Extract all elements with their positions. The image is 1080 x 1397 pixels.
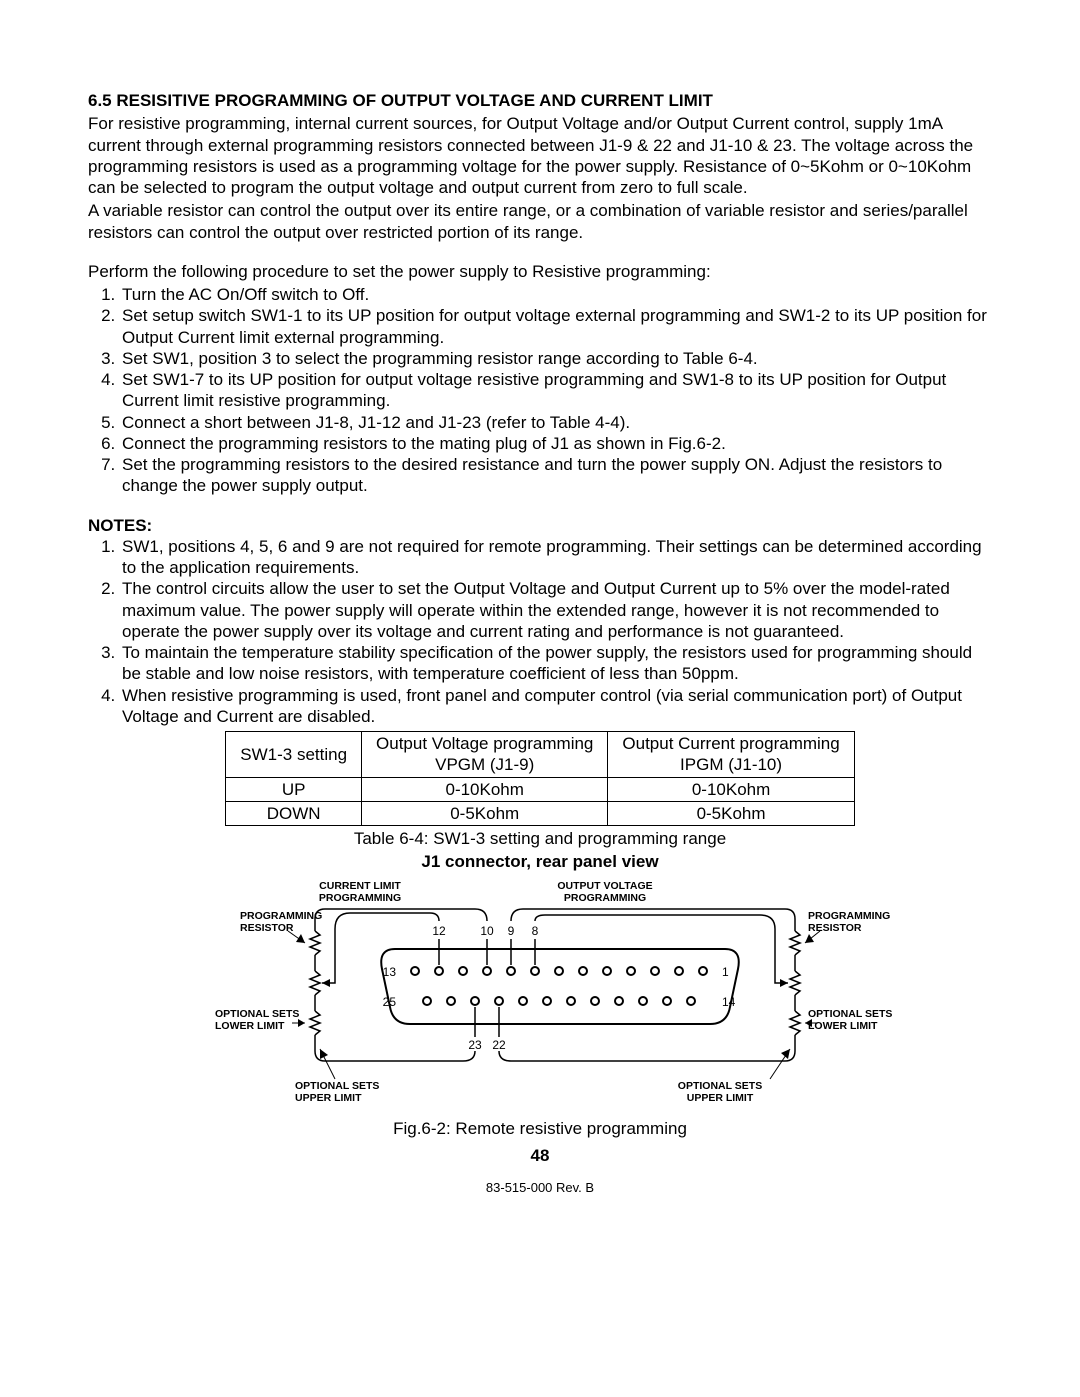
svg-text:UPPER LIMIT: UPPER LIMIT xyxy=(687,1092,754,1104)
table-cell: UP xyxy=(226,777,362,801)
table-cell: DOWN xyxy=(226,801,362,825)
notes-heading: NOTES: xyxy=(88,515,992,536)
svg-text:OPTIONAL SETS: OPTIONAL SETS xyxy=(808,1008,892,1020)
table-cell: 0-10Kohm xyxy=(362,777,608,801)
page-number: 48 xyxy=(88,1145,992,1166)
svg-text:OUTPUT VOLTAGE: OUTPUT VOLTAGE xyxy=(557,880,652,892)
table-header-cell: Output Current programmingIPGM (J1-10) xyxy=(608,732,854,778)
svg-text:PROGRAMMING: PROGRAMMING xyxy=(808,910,890,922)
svg-text:25: 25 xyxy=(383,995,397,1009)
svg-text:LOWER LIMIT: LOWER LIMIT xyxy=(808,1020,878,1032)
table-row: UP 0-10Kohm 0-10Kohm xyxy=(226,777,854,801)
figure-caption: Fig.6-2: Remote resistive programming xyxy=(88,1118,992,1139)
svg-text:13: 13 xyxy=(383,965,397,979)
svg-text:8: 8 xyxy=(532,924,539,938)
svg-text:14: 14 xyxy=(722,995,736,1009)
table-row: SW1-3 setting Output Voltage programming… xyxy=(226,732,854,778)
svg-text:LOWER LIMIT: LOWER LIMIT xyxy=(215,1020,285,1032)
notes-list: SW1, positions 4, 5, 6 and 9 are not req… xyxy=(88,536,992,727)
svg-text:UPPER LIMIT: UPPER LIMIT xyxy=(295,1092,362,1104)
svg-text:CURRENT LIMIT: CURRENT LIMIT xyxy=(319,880,401,892)
svg-text:12: 12 xyxy=(432,924,446,938)
step-item: Connect the programming resistors to the… xyxy=(120,433,992,454)
section-title: 6.5 RESISITIVE PROGRAMMING OF OUTPUT VOL… xyxy=(88,90,992,111)
svg-text:1: 1 xyxy=(722,965,729,979)
table-header-cell: SW1-3 setting xyxy=(226,732,362,778)
table-row: DOWN 0-5Kohm 0-5Kohm xyxy=(226,801,854,825)
step-item: Set SW1-7 to its UP position for output … xyxy=(120,369,992,412)
svg-text:OPTIONAL SETS: OPTIONAL SETS xyxy=(678,1080,762,1092)
svg-text:RESISTOR: RESISTOR xyxy=(240,922,294,934)
table-header-cell: Output Voltage programmingVPGM (J1-9) xyxy=(362,732,608,778)
note-item: SW1, positions 4, 5, 6 and 9 are not req… xyxy=(120,536,992,579)
table-cell: 0-5Kohm xyxy=(362,801,608,825)
step-item: Set the programming resistors to the des… xyxy=(120,454,992,497)
intro-paragraph-2: A variable resistor can control the outp… xyxy=(88,200,992,243)
procedure-list: Turn the AC On/Off switch to Off. Set se… xyxy=(88,284,992,497)
svg-text:9: 9 xyxy=(508,924,515,938)
svg-text:10: 10 xyxy=(480,924,494,938)
procedure-lead: Perform the following procedure to set t… xyxy=(88,261,992,282)
table-cell: 0-5Kohm xyxy=(608,801,854,825)
table-caption: Table 6-4: SW1-3 setting and programming… xyxy=(88,828,992,849)
svg-text:OPTIONAL SETS: OPTIONAL SETS xyxy=(295,1080,379,1092)
svg-text:23: 23 xyxy=(468,1038,482,1052)
figure-title: J1 connector, rear panel view xyxy=(88,851,992,872)
sw1-3-table: SW1-3 setting Output Voltage programming… xyxy=(225,731,854,826)
svg-text:PROGRAMMING: PROGRAMMING xyxy=(564,892,646,904)
svg-text:RESISTOR: RESISTOR xyxy=(808,922,862,934)
step-item: Connect a short between J1-8, J1-12 and … xyxy=(120,412,992,433)
table-cell: 0-10Kohm xyxy=(608,777,854,801)
svg-text:22: 22 xyxy=(492,1038,506,1052)
note-item: To maintain the temperature stability sp… xyxy=(120,642,992,685)
connector-diagram: 13 1 25 14 12 10 9 8 23 22 xyxy=(88,879,992,1114)
step-item: Turn the AC On/Off switch to Off. xyxy=(120,284,992,305)
svg-text:OPTIONAL SETS: OPTIONAL SETS xyxy=(215,1008,299,1020)
step-item: Set setup switch SW1-1 to its UP positio… xyxy=(120,305,992,348)
step-item: Set SW1, position 3 to select the progra… xyxy=(120,348,992,369)
intro-paragraph-1: For resistive programming, internal curr… xyxy=(88,113,992,198)
svg-text:PROGRAMMING: PROGRAMMING xyxy=(240,910,322,922)
note-item: When resistive programming is used, fron… xyxy=(120,685,992,728)
svg-text:PROGRAMMING: PROGRAMMING xyxy=(319,892,401,904)
footer-revision: 83-515-000 Rev. B xyxy=(88,1180,992,1196)
note-item: The control circuits allow the user to s… xyxy=(120,578,992,642)
